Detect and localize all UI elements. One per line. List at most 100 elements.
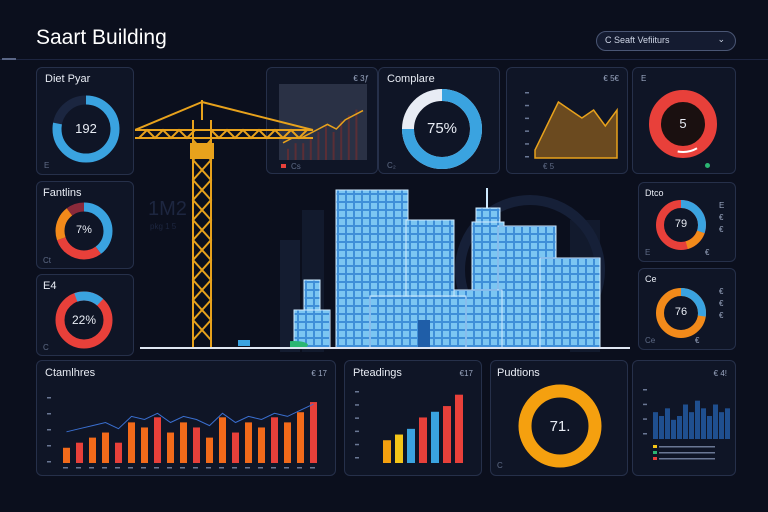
x-tick: [180, 467, 185, 469]
bar: [659, 416, 664, 439]
x-tick: [89, 467, 94, 469]
panel-meta: € 4!: [713, 369, 727, 378]
axis-tick: [525, 130, 529, 132]
bar: [76, 442, 83, 463]
view-selector[interactable]: C Seaft Vefiiturs ⌄: [596, 31, 736, 51]
axis-tick: [525, 117, 529, 120]
header-divider: [0, 59, 768, 60]
donut-value: 79: [674, 218, 688, 230]
bar: [317, 132, 320, 160]
bar: [695, 400, 700, 439]
bar: [287, 148, 289, 160]
panel-title: Pudtions: [497, 367, 540, 379]
axis-tick: [643, 418, 647, 420]
bar: [431, 411, 439, 463]
bar: [128, 422, 135, 463]
bar: [332, 132, 335, 160]
panel-footer: E: [44, 161, 50, 170]
axis-tick: [355, 457, 359, 459]
bar: [653, 412, 658, 439]
x-tick: [245, 467, 250, 469]
panel-footer: C₂: [387, 161, 396, 170]
panel-footer: C: [497, 461, 503, 470]
plot-area: [279, 84, 367, 160]
x-tick: [76, 467, 81, 469]
x-tick: [193, 467, 198, 469]
x-tick: [310, 467, 315, 469]
panel-title: Complare: [387, 73, 435, 85]
bar: [310, 402, 317, 463]
bar: [701, 408, 706, 439]
bar: [383, 440, 391, 463]
bar: [419, 417, 427, 463]
axis-tick: [525, 156, 529, 158]
panel-bottom-2: Pteadings €17: [344, 360, 482, 476]
axis-tick: [643, 403, 647, 406]
axis-tick: [355, 417, 359, 419]
x-tick: [154, 467, 159, 469]
panel-bottom-4: € 4!: [632, 360, 736, 476]
axis-tick: [355, 443, 359, 446]
bar: [297, 412, 304, 463]
bar: [206, 437, 213, 463]
bg-big-text: 1M2: [148, 198, 187, 220]
bar: [232, 432, 239, 463]
x-tick: [219, 467, 224, 469]
donut-value: 76: [674, 306, 688, 318]
panel-title: Ctamlhres: [45, 367, 96, 379]
bar: [271, 417, 278, 463]
bar: [325, 126, 327, 160]
donut-chart: [55, 202, 113, 260]
bar: [725, 408, 730, 439]
legend-line: [659, 452, 715, 454]
trend-line: [66, 403, 314, 433]
panel-footer: C: [43, 343, 49, 352]
x-tick: [232, 467, 237, 469]
view-selector-label: C Seaft Vefiiturs: [605, 35, 670, 45]
header-tick: [2, 58, 16, 60]
bar-chart: [643, 389, 730, 460]
ground-line: [140, 347, 630, 349]
bar: [677, 416, 682, 439]
axis-tick: [47, 461, 51, 463]
panel-footer: E: [645, 248, 651, 257]
axis-tick: [643, 433, 647, 435]
bar: [180, 422, 187, 463]
x-tick: [258, 467, 263, 469]
chevron-down-icon: ⌄: [717, 34, 725, 44]
legend-item: €: [719, 311, 724, 320]
panel-bottom-3: Pudtions 71. C: [490, 360, 628, 476]
bar: [683, 404, 688, 439]
panel-meta: € 17: [311, 369, 327, 378]
legend-swatch: [653, 457, 657, 460]
bar-chart: [355, 391, 463, 463]
bar: [407, 428, 415, 463]
axis-tick: [47, 413, 51, 415]
legend-item: €: [719, 225, 724, 234]
bar: [719, 412, 724, 439]
panel-title: E4: [43, 280, 57, 292]
bar: [340, 120, 343, 160]
x-tick: [115, 467, 120, 469]
bar: [443, 406, 451, 463]
donut-value: 22%: [71, 313, 97, 327]
legend-dot: [705, 163, 710, 168]
axis-tick: [355, 430, 359, 433]
bar: [89, 437, 96, 463]
x-tick: [284, 467, 289, 469]
donut-chart: [656, 288, 706, 338]
panel-title: Pteadings: [353, 367, 402, 379]
area-chart: [525, 92, 618, 159]
legend-line: [659, 458, 715, 460]
bar: [455, 394, 463, 463]
panel-footer: Ct: [43, 256, 51, 265]
donut-chart: [656, 200, 706, 250]
legend-item: E: [719, 201, 725, 210]
bar: [219, 417, 226, 463]
donut-value: 192: [75, 121, 97, 136]
panel-title: Dtco: [645, 188, 664, 198]
bar: [193, 427, 200, 463]
legend-item: €: [719, 287, 724, 296]
bar: [284, 422, 291, 463]
bar: [707, 416, 712, 439]
